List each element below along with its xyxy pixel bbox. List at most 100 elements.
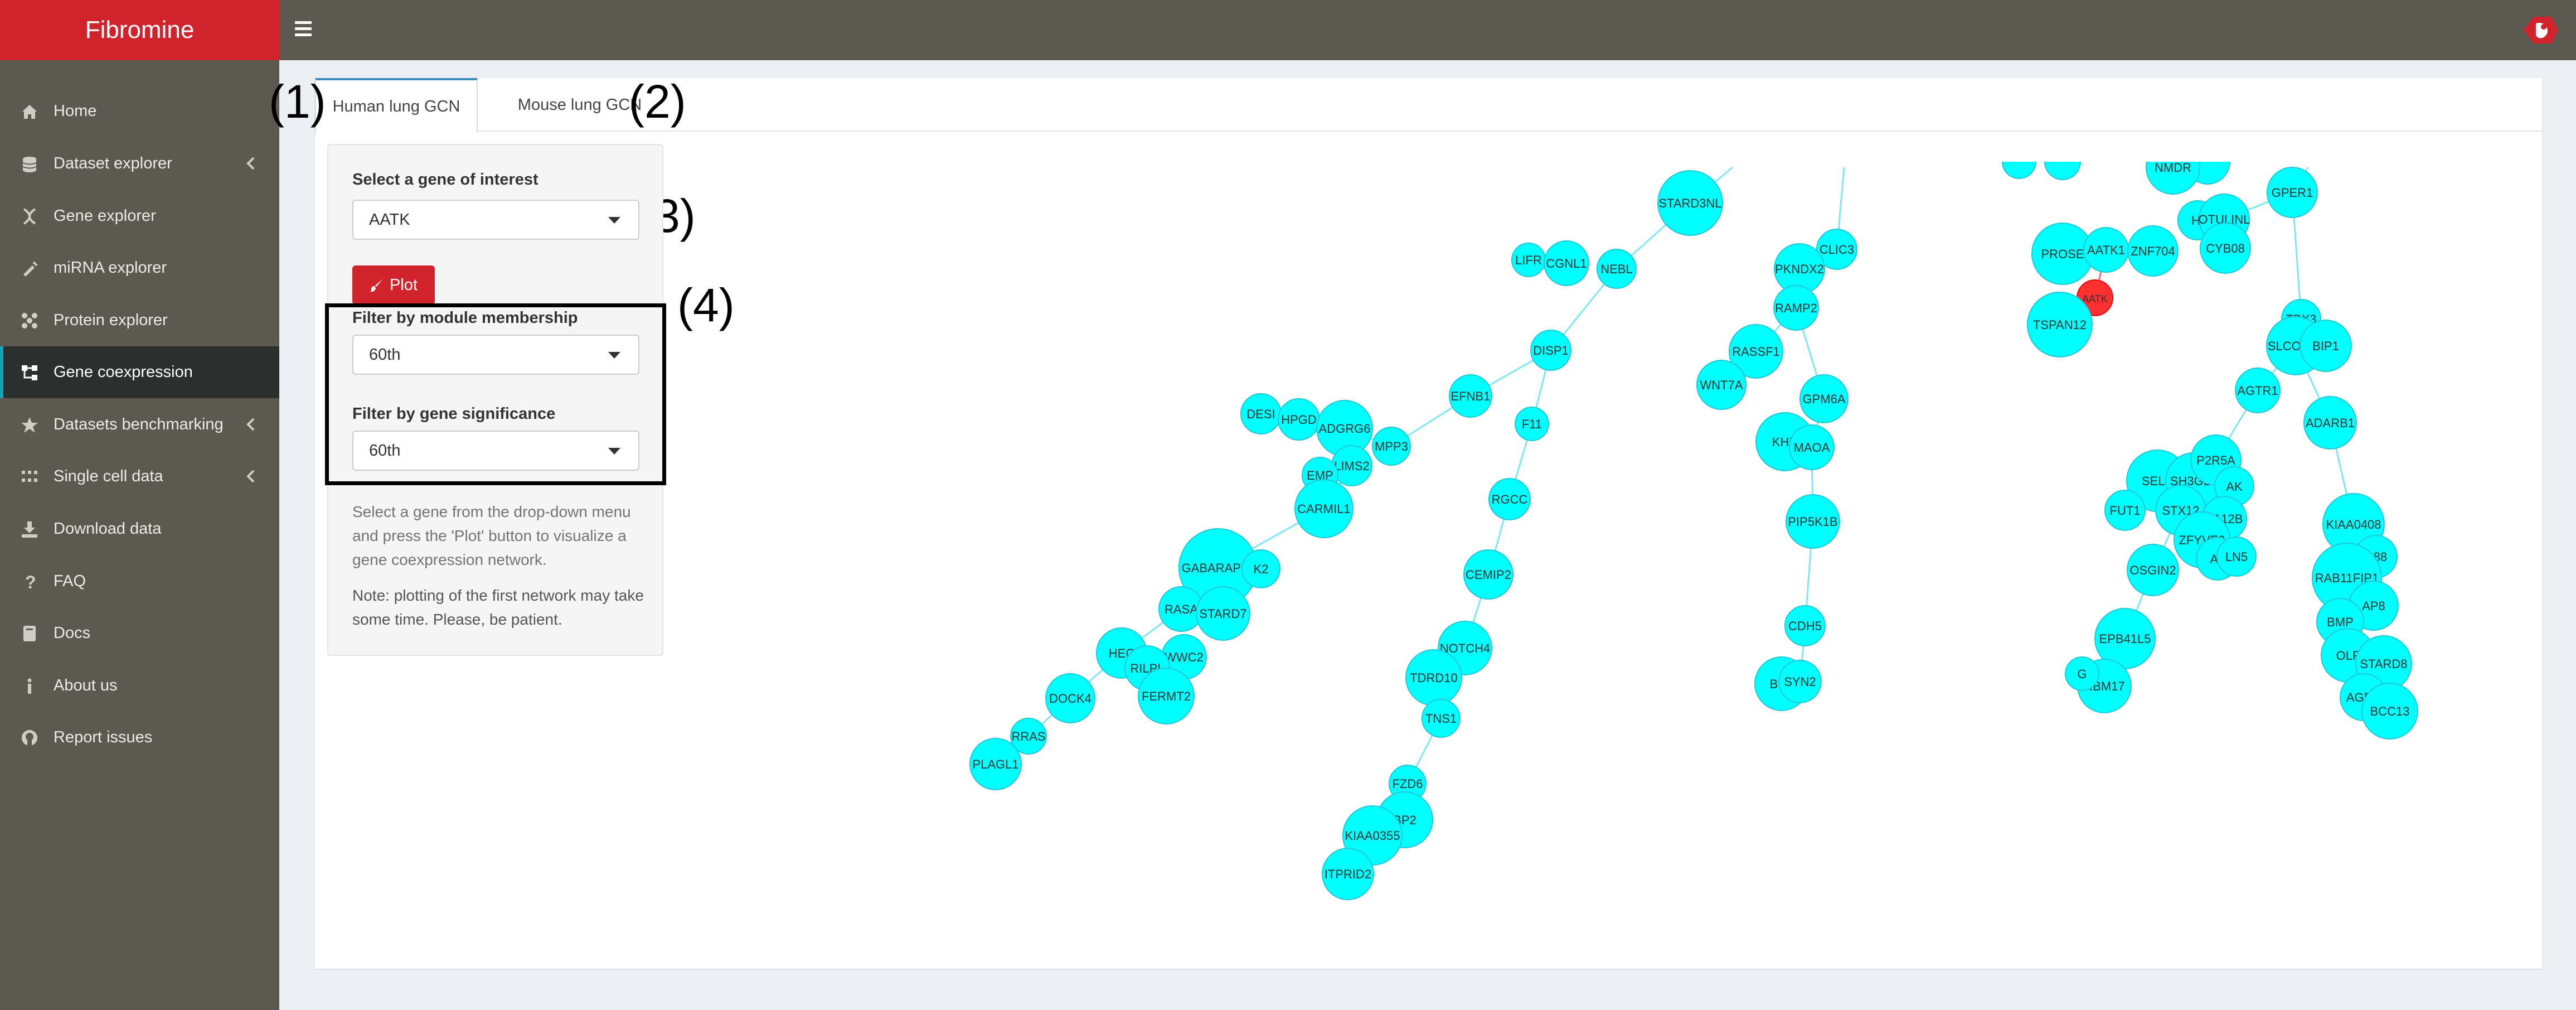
network-node-nebl[interactable]: NEBL	[1597, 249, 1637, 289]
menu-toggle-icon[interactable]	[295, 21, 312, 36]
module-membership-select[interactable]: 60th	[352, 335, 639, 375]
network-node-ln5[interactable]: LN5	[2216, 537, 2257, 577]
network-node-gpm6a[interactable]: GPM6A	[1799, 374, 1849, 423]
star-icon	[21, 417, 38, 433]
network-node-hpgd[interactable]: HPGD	[1278, 398, 1320, 441]
svg-text:MAOA: MAOA	[1794, 441, 1830, 455]
app-title: Fibromine	[85, 16, 195, 44]
network-node-mpp3[interactable]: MPP3	[1372, 427, 1411, 466]
network-node-rassf1[interactable]: RASSF1	[1729, 324, 1783, 379]
network-node-stard7[interactable]: STARD7	[1196, 586, 1250, 641]
fibromine-logo-icon[interactable]	[2519, 12, 2560, 48]
syringe-icon	[23, 261, 38, 277]
gene-significance-select[interactable]: 60th	[352, 431, 639, 471]
network-node-itprid2[interactable]: ITPRID2	[1322, 848, 1374, 900]
network-node-stard3nl[interactable]: STARD3NL	[1657, 170, 1723, 236]
network-node-prose[interactable]: PROSE	[2031, 223, 2094, 285]
svg-text:PKNDX2: PKNDX2	[1775, 262, 1824, 276]
book-icon	[23, 625, 36, 641]
sidebar-item-gene-explorer[interactable]: Gene explorer	[0, 190, 279, 242]
network-node-rras[interactable]: RRAS	[1010, 718, 1047, 755]
sidebar-item-datasets-benchmarking[interactable]: Datasets benchmarking	[0, 399, 279, 451]
network-node[interactable]	[2002, 162, 2036, 179]
network-node-dock4[interactable]: DOCK4	[1045, 673, 1095, 723]
sidebar-item-dataset-explorer[interactable]: Dataset explorer	[0, 138, 279, 190]
network-node-tns1[interactable]: TNS1	[1422, 699, 1461, 738]
network-node-f11[interactable]: F11	[1515, 407, 1549, 441]
sidebar-item-single-cell-data[interactable]: Single cell data	[0, 451, 279, 502]
gene-select[interactable]: AATK	[352, 200, 639, 240]
network-node-pkndx2[interactable]: PKNDX2	[1774, 243, 1825, 294]
svg-text:CEMIP2: CEMIP2	[1466, 568, 1511, 582]
network-node-syn2[interactable]: SYN2	[1778, 660, 1822, 703]
sidebar-item-gene-coexpression[interactable]: Gene coexpression	[0, 346, 279, 398]
network-node-cgnl1[interactable]: CGNL1	[1544, 240, 1589, 286]
svg-text:STARD8: STARD8	[2360, 657, 2407, 671]
coexpression-network[interactable]: STARD3NL LIFR CGNL1 NEBL DISP1 EFNB1 F11 RGCC CE…	[948, 162, 2419, 920]
network-node[interactable]	[2044, 162, 2081, 180]
network-node-rgcc[interactable]: RGCC	[1488, 478, 1531, 520]
svg-text:ZNF704: ZNF704	[2131, 244, 2175, 258]
svg-text:BMP: BMP	[2327, 615, 2354, 629]
network-node-bip1[interactable]: BIP1	[2300, 320, 2352, 372]
network-node-wwc2[interactable]: WWC2	[1161, 634, 1207, 680]
network-node-epb41l5[interactable]: EPB41L5	[2094, 608, 2156, 669]
app-brand[interactable]: Fibromine	[0, 0, 279, 60]
svg-text:GPM6A: GPM6A	[1802, 392, 1845, 406]
network-node-maoa[interactable]: MAOA	[1789, 424, 1835, 470]
svg-text:HPGD: HPGD	[1281, 413, 1317, 427]
network-node-tspan12[interactable]: TSPAN12	[2027, 292, 2093, 357]
network-node-plagl1[interactable]: PLAGL1	[969, 738, 1022, 790]
chevron-left-icon	[246, 470, 255, 483]
network-node-fzd6[interactable]: FZD6	[1389, 765, 1427, 803]
sidebar-item-mirna-explorer[interactable]: miRNA explorer	[0, 242, 279, 294]
network-node-tdrd10[interactable]: TDRD10	[1405, 649, 1462, 706]
plot-button[interactable]: Plot	[352, 265, 435, 305]
sidebar-item-about-us[interactable]: About us	[0, 660, 279, 712]
svg-text:DISP1: DISP1	[1533, 344, 1569, 357]
sidebar-item-protein-explorer[interactable]: Protein explorer	[0, 294, 279, 346]
svg-text:OSGIN2: OSGIN2	[2129, 563, 2176, 577]
network-node-adarb1[interactable]: ADARB1	[2303, 396, 2357, 450]
network-node-carmil1[interactable]: CARMIL1	[1294, 479, 1354, 538]
sidebar-item-faq[interactable]: ? FAQ	[0, 555, 279, 607]
network-node-adgrg6[interactable]: ADGRG6	[1316, 400, 1373, 457]
tab-mouse-lung-gcn[interactable]: Mouse lung GCN	[497, 78, 663, 132]
network-node-agtr1[interactable]: AGTR1	[2235, 368, 2281, 413]
svg-text:NEBL: NEBL	[1600, 262, 1632, 276]
network-node-clic3[interactable]: CLIC3	[1816, 229, 1857, 270]
network-node-lifr[interactable]: LIFR	[1511, 243, 1546, 277]
network-node-znf704[interactable]: ZNF704	[2127, 225, 2179, 277]
network-node-rasa[interactable]: RASA	[1158, 586, 1204, 632]
network-node-bcc13[interactable]: BCC13	[2361, 683, 2418, 740]
network-node-osgin2[interactable]: OSGIN2	[2127, 544, 2179, 596]
network-node-cdh5[interactable]: CDH5	[1784, 605, 1826, 646]
question-icon: ?	[25, 572, 36, 591]
network-node-pip5k1b[interactable]: PIP5K1B	[1786, 494, 1840, 549]
network-node-fermt2[interactable]: FERMT2	[1138, 668, 1195, 724]
svg-text:STARD7: STARD7	[1199, 607, 1246, 621]
dna-icon	[23, 207, 36, 225]
sidebar-item-download-data[interactable]: Download data	[0, 503, 279, 555]
sidebar-item-report-issues[interactable]: Report issues	[0, 712, 279, 763]
network-node-nmdr[interactable]: NMDR	[2146, 162, 2200, 195]
sidebar-item-label: Dataset explorer	[54, 154, 172, 172]
network-node-g[interactable]: G	[2065, 656, 2099, 691]
network-node-efnb1[interactable]: EFNB1	[1449, 374, 1492, 418]
network-node-desi[interactable]: DESI	[1240, 393, 1282, 434]
network-node-cyb08[interactable]: CYB08	[2200, 223, 2251, 274]
tab-label: Mouse lung GCN	[517, 95, 642, 114]
network-node-cemip2[interactable]: CEMIP2	[1463, 549, 1513, 600]
network-node-k2[interactable]: K2	[1241, 549, 1280, 588]
tab-human-lung-gcn[interactable]: Human lung GCN	[315, 78, 478, 133]
network-node-gper1[interactable]: GPER1	[2267, 167, 2318, 218]
sidebar-item-label: Gene coexpression	[54, 363, 193, 381]
sidebar-item-docs[interactable]: Docs	[0, 607, 279, 659]
network-node-wnt7a[interactable]: WNT7A	[1696, 360, 1747, 410]
network-node-fut1[interactable]: FUT1	[2104, 490, 2146, 531]
network-node-disp1[interactable]: DISP1	[1530, 330, 1571, 371]
sidebar-item-home[interactable]: Home	[0, 85, 279, 137]
network-node-aatk1[interactable]: AATK1	[2083, 227, 2129, 273]
svg-text:FERMT2: FERMT2	[1142, 689, 1191, 703]
network-node-ramp2[interactable]: RAMP2	[1773, 285, 1819, 331]
